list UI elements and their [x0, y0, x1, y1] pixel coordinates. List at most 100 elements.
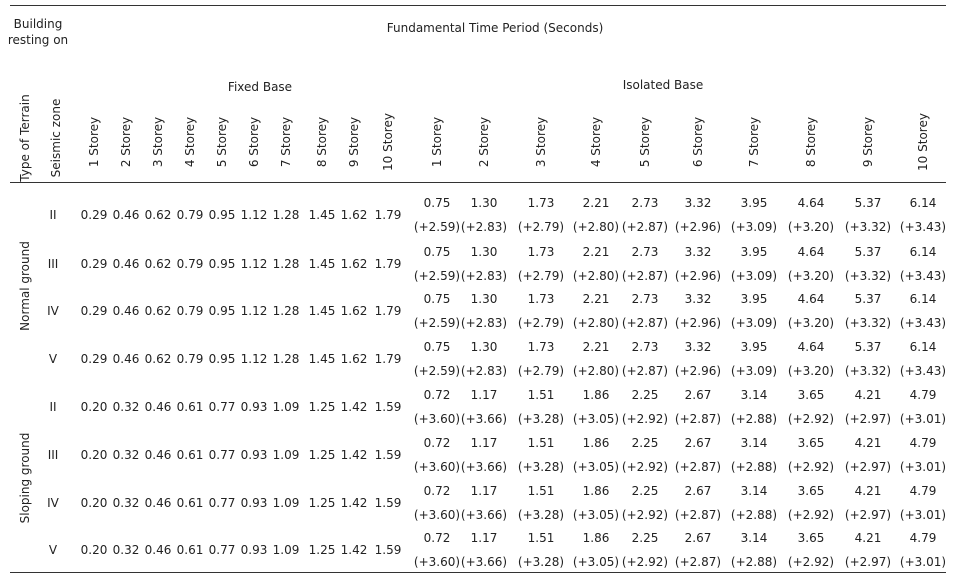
- isolated-base-value: 3.65: [797, 388, 825, 402]
- percent-change-value: (+3.60): [413, 508, 461, 522]
- percent-change-value: (+3.20): [787, 364, 835, 378]
- fixed-base-value: 0.77: [208, 448, 236, 462]
- fixed-base-value: 0.79: [176, 257, 204, 271]
- isolated-base-value: 6.14: [909, 292, 937, 306]
- storey-header-isolated: 4 Storey: [589, 116, 603, 168]
- percent-change-value: (+2.79): [517, 269, 565, 283]
- storey-header-isolated: 6 Storey: [691, 116, 705, 168]
- isolated-base-value: 3.32: [684, 245, 712, 259]
- storey-header-isolated: 10 Storey: [916, 113, 930, 171]
- storey-header-fixed: 9 Storey: [347, 116, 361, 168]
- isolated-base-value: 6.14: [909, 196, 937, 210]
- isolated-base-value: 5.37: [854, 340, 882, 354]
- isolated-base-value: 2.25: [631, 436, 659, 450]
- isolated-base-value: 1.86: [582, 484, 610, 498]
- percent-change-value: (+2.97): [844, 460, 892, 474]
- fixed-base-value: 0.46: [144, 448, 172, 462]
- isolated-base-value: 0.72: [423, 436, 451, 450]
- percent-change-value: (+3.28): [517, 508, 565, 522]
- percent-change-value: (+2.92): [621, 555, 669, 569]
- percent-change-value: (+2.87): [621, 269, 669, 283]
- fixed-base-value: 0.61: [176, 543, 204, 557]
- fixed-base-value: 0.46: [144, 543, 172, 557]
- isolated-base-value: 2.25: [631, 531, 659, 545]
- fixed-base-value: 0.77: [208, 496, 236, 510]
- percent-change-value: (+2.83): [460, 364, 508, 378]
- storey-header-isolated: 2 Storey: [477, 116, 491, 168]
- fixed-base-value: 1.25: [308, 400, 336, 414]
- isolated-base-value: 2.67: [684, 531, 712, 545]
- isolated-base-value: 2.25: [631, 388, 659, 402]
- fixed-base-value: 0.29: [80, 304, 108, 318]
- percent-change-value: (+3.32): [844, 269, 892, 283]
- fixed-base-value: 1.42: [340, 400, 368, 414]
- percent-change-value: (+2.87): [674, 412, 722, 426]
- fixed-base-value: 1.45: [308, 208, 336, 222]
- fixed-base-value: 0.77: [208, 400, 236, 414]
- isolated-base-value: 5.37: [854, 292, 882, 306]
- isolated-base-value: 1.86: [582, 388, 610, 402]
- seismic-zone-cell: V: [48, 352, 58, 366]
- isolated-base-value: 0.75: [423, 196, 451, 210]
- isolated-base-value: 1.51: [527, 484, 555, 498]
- seismic-zone-cell: III: [47, 448, 59, 462]
- percent-change-value: (+3.60): [413, 460, 461, 474]
- seismic-zone-header: Seismic zone: [49, 98, 63, 178]
- isolated-base-value: 3.95: [740, 196, 768, 210]
- fixed-base-value: 1.25: [308, 448, 336, 462]
- fixed-base-value: 1.12: [240, 352, 268, 366]
- percent-change-value: (+3.28): [517, 412, 565, 426]
- fixed-base-value: 1.79: [374, 304, 402, 318]
- fixed-base-value: 1.42: [340, 496, 368, 510]
- percent-change-value: (+2.79): [517, 220, 565, 234]
- isolated-base-value: 1.17: [470, 531, 498, 545]
- percent-change-value: (+2.87): [621, 316, 669, 330]
- storey-header-fixed: 8 Storey: [315, 116, 329, 168]
- isolated-base-value: 1.51: [527, 531, 555, 545]
- terrain-label-sloping: Sloping ground: [18, 432, 32, 524]
- isolated-base-value: 0.75: [423, 245, 451, 259]
- isolated-base-value: 2.73: [631, 340, 659, 354]
- isolated-base-value: 2.21: [582, 340, 610, 354]
- isolated-base-value: 1.73: [527, 340, 555, 354]
- isolated-base-value: 3.65: [797, 531, 825, 545]
- fixed-base-value: 0.62: [144, 352, 172, 366]
- isolated-base-value: 0.75: [423, 340, 451, 354]
- isolated-base-value: 2.21: [582, 196, 610, 210]
- fixed-base-value: 0.95: [208, 304, 236, 318]
- fixed-base-value: 0.79: [176, 304, 204, 318]
- fixed-base-value: 1.62: [340, 304, 368, 318]
- percent-change-value: (+2.92): [787, 412, 835, 426]
- storey-header-isolated: 9 Storey: [861, 116, 875, 168]
- fixed-base-value: 1.09: [272, 400, 300, 414]
- percent-change-value: (+3.66): [460, 460, 508, 474]
- fixed-base-value: 1.28: [272, 257, 300, 271]
- isolated-base-value: 4.79: [909, 531, 937, 545]
- isolated-base-value: 3.32: [684, 292, 712, 306]
- percent-change-value: (+2.92): [621, 508, 669, 522]
- percent-change-value: (+2.92): [787, 460, 835, 474]
- isolated-base-value: 3.95: [740, 245, 768, 259]
- percent-change-value: (+2.87): [674, 508, 722, 522]
- fixed-base-value: 0.93: [240, 543, 268, 557]
- isolated-base-value: 2.73: [631, 245, 659, 259]
- fixed-base-value: 0.93: [240, 400, 268, 414]
- isolated-base-value: 4.79: [909, 388, 937, 402]
- percent-change-value: (+2.80): [572, 364, 620, 378]
- fixed-base-value: 0.29: [80, 257, 108, 271]
- percent-change-value: (+2.96): [674, 220, 722, 234]
- fixed-base-value: 0.20: [80, 400, 108, 414]
- isolated-base-value: 2.25: [631, 484, 659, 498]
- percent-change-value: (+2.96): [674, 364, 722, 378]
- header-bottom-rule: [10, 182, 946, 183]
- percent-change-value: (+2.88): [730, 460, 778, 474]
- percent-change-value: (+2.80): [572, 220, 620, 234]
- isolated-base-value: 4.79: [909, 484, 937, 498]
- percent-change-value: (+2.79): [517, 364, 565, 378]
- fixed-base-value: 1.45: [308, 257, 336, 271]
- fixed-base-value: 0.20: [80, 543, 108, 557]
- percent-change-value: (+3.66): [460, 508, 508, 522]
- percent-change-value: (+3.20): [787, 316, 835, 330]
- percent-change-value: (+3.01): [899, 460, 947, 474]
